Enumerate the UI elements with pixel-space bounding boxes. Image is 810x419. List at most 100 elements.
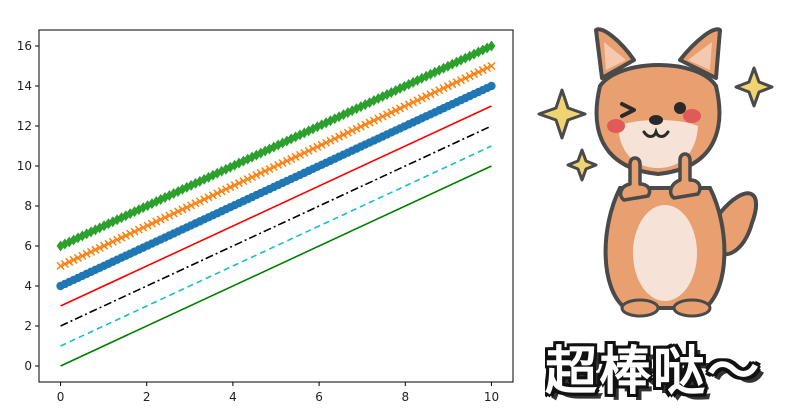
series-line: [60, 105, 492, 307]
series-6: [56, 40, 496, 252]
series-marker: [182, 203, 191, 212]
series-marker: [248, 173, 257, 182]
y-tick-label: 14: [17, 79, 32, 93]
y-tick-label: 4: [24, 279, 32, 293]
series-4: [56, 81, 496, 291]
series-marker: [121, 231, 130, 240]
series-marker: [404, 100, 413, 109]
series-marker: [221, 185, 230, 194]
series-marker: [134, 225, 143, 234]
series-marker: [322, 138, 331, 147]
series-marker: [282, 156, 291, 165]
x-tick-label: 6: [315, 390, 323, 404]
y-tick-label: 0: [24, 359, 32, 373]
series-marker: [104, 239, 113, 248]
series-marker: [387, 108, 396, 117]
series-marker: [483, 63, 492, 73]
series-marker: [156, 215, 165, 224]
series-marker: [256, 169, 265, 178]
series-marker: [147, 219, 156, 228]
series-marker: [487, 40, 496, 52]
series-3: [60, 105, 492, 307]
series-marker: [430, 88, 439, 97]
series-marker: [348, 126, 357, 135]
series-marker: [113, 235, 122, 244]
series-marker: [335, 132, 344, 141]
series-marker: [456, 76, 466, 85]
series-marker: [452, 78, 461, 87]
series-marker: [487, 81, 496, 91]
series-marker: [470, 70, 479, 79]
series-marker: [187, 201, 196, 210]
series-marker: [60, 259, 69, 269]
series-marker: [435, 86, 444, 95]
series-line: [60, 145, 492, 347]
series-marker: [65, 257, 74, 266]
series-1: [60, 145, 492, 347]
series-marker: [143, 221, 152, 230]
series-marker: [126, 229, 135, 238]
series-marker: [56, 261, 65, 271]
series-marker: [243, 175, 252, 184]
series-marker: [422, 92, 431, 101]
y-tick-label: 16: [17, 39, 32, 53]
series-marker: [130, 227, 139, 236]
series-marker: [174, 207, 183, 216]
series-marker: [308, 144, 318, 153]
series-marker: [121, 210, 130, 222]
series-marker: [108, 237, 117, 246]
series-marker: [160, 213, 170, 222]
series-marker: [417, 94, 426, 103]
series-marker: [426, 90, 435, 99]
series-marker: [465, 72, 474, 81]
series-marker: [265, 164, 274, 174]
x-tick-label: 2: [143, 390, 151, 404]
series-marker: [300, 127, 309, 139]
series-marker: [478, 66, 487, 75]
series-marker: [165, 211, 174, 220]
line-chart: 0 2 4 6 8 10 0 2 4 6 8 10 12 14 16: [17, 29, 514, 404]
series-marker: [413, 96, 422, 105]
series-marker: [91, 245, 100, 254]
series-marker: [443, 82, 452, 91]
series-marker: [474, 68, 483, 77]
series-marker: [274, 160, 283, 170]
y-tick-label: 12: [17, 119, 32, 133]
series-marker: [152, 217, 161, 226]
series-marker: [365, 118, 374, 127]
sparkle-star-icon: [537, 88, 587, 140]
series-marker: [439, 84, 448, 93]
series-marker: [78, 251, 87, 260]
series-marker: [213, 189, 222, 198]
series-marker: [252, 171, 261, 180]
x-axis: 0 2 4 6 8 10: [57, 382, 499, 404]
sparkle-star-icon: [734, 66, 774, 108]
series-marker: [391, 106, 400, 115]
x-tick-label: 0: [57, 390, 65, 404]
series-marker: [234, 179, 244, 188]
series-marker: [361, 120, 370, 129]
series-marker: [382, 110, 392, 119]
series-marker: [195, 197, 204, 206]
series-marker: [304, 146, 313, 155]
series-marker: [200, 195, 209, 204]
y-tick-label: 2: [24, 319, 32, 333]
series-marker: [300, 148, 309, 157]
y-tick-label: 6: [24, 239, 32, 253]
series-marker: [69, 255, 78, 264]
series-line: [60, 165, 492, 367]
series-marker: [461, 74, 470, 83]
series-marker: [448, 80, 457, 89]
series-marker: [73, 253, 82, 262]
series-marker: [339, 130, 348, 139]
series-marker: [226, 183, 235, 192]
series-marker: [139, 223, 148, 232]
series-marker: [487, 61, 496, 71]
series-marker: [304, 125, 313, 137]
series-marker: [178, 205, 187, 214]
series-marker: [352, 124, 361, 133]
series-0: [60, 165, 492, 367]
series-marker: [396, 104, 405, 113]
series-marker: [317, 140, 326, 149]
shiba-dog-thumbs-up-icon: [537, 27, 774, 318]
